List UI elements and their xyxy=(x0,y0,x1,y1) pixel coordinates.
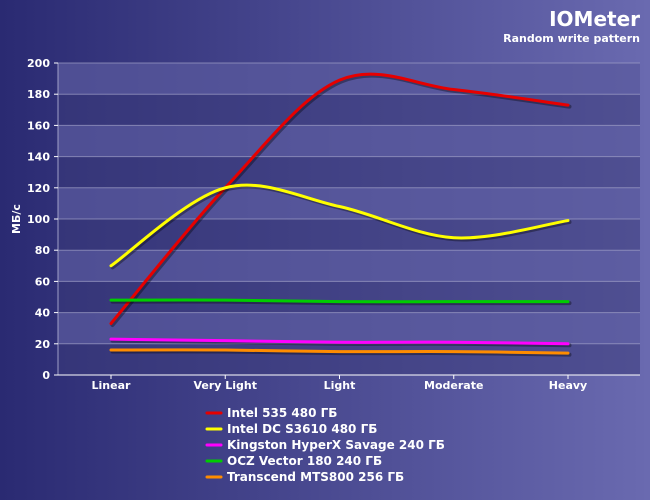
plot-band xyxy=(58,219,640,251)
plot-band xyxy=(58,156,640,188)
plot-bands xyxy=(58,63,640,375)
plot-band xyxy=(58,125,640,157)
y-axis-ticks: 0 20 40 60 80 100 120 140 160 180 200 xyxy=(27,57,58,382)
chart-title: IOMeter xyxy=(549,7,640,31)
y-tick-label: 160 xyxy=(27,119,50,132)
plot-band xyxy=(58,281,640,313)
x-tick-label: Moderate xyxy=(424,379,483,392)
series-lines xyxy=(109,72,572,357)
plot-band xyxy=(58,94,640,126)
chart-subtitle: Random write pattern xyxy=(503,32,640,45)
y-tick-label: 20 xyxy=(35,338,51,351)
grid-lines xyxy=(57,62,640,376)
plot-band xyxy=(58,63,640,95)
legend-label: Transcend MTS800 256 ГБ xyxy=(227,470,404,484)
legend-label: Intel DC S3610 480 ГБ xyxy=(227,422,377,436)
legend-label: Intel 535 480 ГБ xyxy=(227,406,337,420)
y-tick-label: 200 xyxy=(27,57,50,70)
series-line xyxy=(109,183,570,268)
series-line xyxy=(109,298,570,304)
y-tick-label: 120 xyxy=(27,182,50,195)
y-tick-label: 180 xyxy=(27,88,50,101)
y-tick-label: 0 xyxy=(42,369,50,382)
y-tick-label: 40 xyxy=(35,307,51,320)
y-axis-label: МБ/с xyxy=(10,204,23,234)
x-tick-label: Heavy xyxy=(549,379,587,392)
x-tick-label: Very Light xyxy=(193,379,257,392)
legend-label: OCZ Vector 180 240 ГБ xyxy=(227,454,382,468)
plot-band xyxy=(58,343,640,375)
plot-band xyxy=(58,250,640,282)
series-line xyxy=(109,348,570,355)
legend-label: Kingston HyperX Savage 240 ГБ xyxy=(227,438,445,452)
plot-band xyxy=(58,187,640,219)
y-tick-label: 80 xyxy=(35,244,51,257)
x-tick-label: Linear xyxy=(92,379,131,392)
y-tick-label: 140 xyxy=(27,151,50,164)
y-tick-label: 100 xyxy=(27,213,50,226)
legend: Intel 535 480 ГБ Intel DC S3610 480 ГБ Kin… xyxy=(205,406,445,484)
x-tick-label: Light xyxy=(324,379,356,392)
series-line xyxy=(109,72,570,326)
y-tick-label: 60 xyxy=(35,275,51,288)
series-line xyxy=(109,337,570,346)
x-axis-ticks: Linear Very Light Light Moderate Heavy xyxy=(92,375,587,392)
